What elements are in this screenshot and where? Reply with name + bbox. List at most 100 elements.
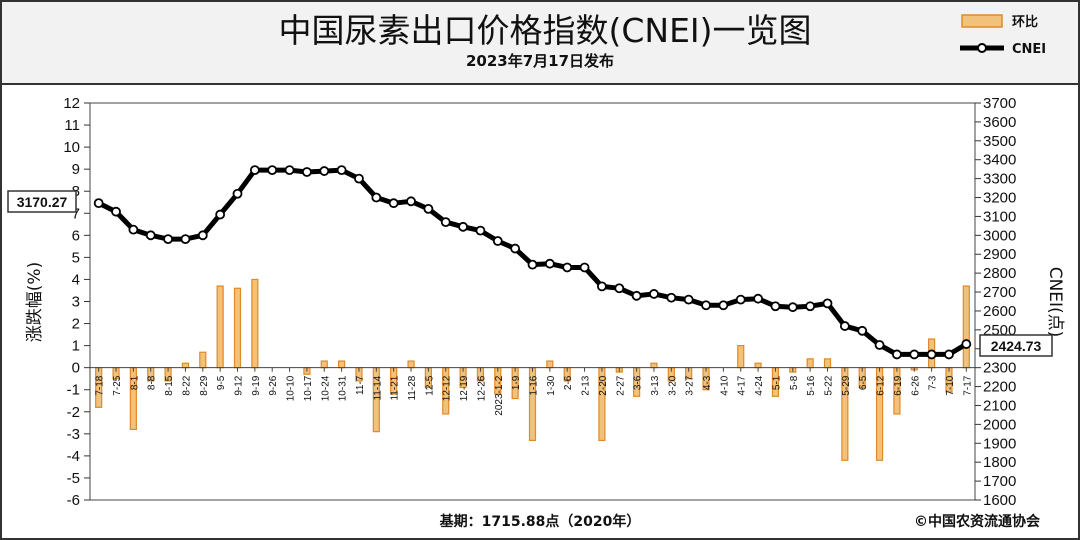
y-left-tick-label: 9 (72, 161, 80, 178)
bar (320, 360, 328, 369)
y-right-tick-label: 3400 (983, 152, 1016, 169)
legend-line-label: CNEI (1012, 42, 1046, 57)
x-tick-label: 6-12 (876, 375, 887, 395)
x-tick-label: 2023-1-2 (494, 375, 505, 415)
x-tick-label: 8-1 (129, 375, 140, 390)
end-value-callout: 2424.73 (979, 334, 1053, 357)
cnei-point (232, 188, 243, 199)
y-left-tick-label: 4 (72, 271, 80, 288)
cnei-point (649, 289, 659, 299)
x-tick-label: 2-6 (563, 375, 574, 390)
x-tick-label: 5-1 (771, 375, 782, 390)
bar (407, 360, 415, 369)
cnei-point (492, 236, 503, 246)
y-right-tick-label: 1800 (983, 454, 1016, 471)
y-left-tick-label: -6 (67, 492, 80, 509)
x-tick-label: 11-14 (372, 375, 383, 400)
cnei-point (839, 321, 850, 331)
cnei-point (527, 259, 538, 270)
cnei-point (701, 300, 711, 311)
y-left-tick-label: -5 (67, 470, 80, 487)
cnei-point (944, 349, 954, 360)
y-right-tick-label: 2100 (983, 397, 1016, 414)
cnei-point (631, 290, 642, 301)
cnei-point (562, 262, 573, 273)
cnei-point (892, 349, 902, 360)
bar (737, 345, 745, 369)
y-right-tick-label: 2300 (983, 360, 1016, 377)
x-tick-label: 5-22 (824, 375, 835, 395)
x-tick-label: 3-13 (650, 375, 661, 395)
bar (962, 285, 970, 369)
y-left-tick-label: -1 (67, 382, 80, 399)
cnei-point (926, 349, 937, 360)
x-tick-label: 7-18 (95, 375, 106, 395)
y-left-tick-label: 7 (72, 205, 80, 222)
cnei-point (128, 224, 139, 235)
bar (251, 278, 259, 369)
line-layer (93, 165, 972, 360)
legend-bar-swatch (961, 14, 1003, 28)
x-tick-label: 8-29 (199, 375, 210, 395)
cnei-point (683, 294, 694, 305)
y-left-tick-label: 12 (63, 95, 80, 112)
cnei-point (475, 225, 486, 236)
x-tick-label: 6-26 (910, 375, 921, 395)
y-left-tick-label: 6 (72, 227, 80, 244)
y-left-tick-label: 10 (63, 139, 80, 156)
x-tick-label: 12-5 (424, 375, 435, 395)
y-left-tick-label: 11 (64, 117, 80, 134)
cnei-point (145, 230, 156, 241)
chart-title: 中国尿素出口价格指数(CNEI)一览图 (278, 11, 811, 50)
cnei-point (249, 165, 260, 176)
y-left-tick-label: 5 (72, 249, 80, 266)
y-right-tick-label: 1700 (983, 473, 1016, 490)
x-tick-label: 2-27 (615, 375, 626, 395)
base-period-note: 基期：1715.88点（2020年） (440, 513, 641, 530)
legend-bar-label: 环比 (1012, 14, 1038, 30)
x-tick-label: 7-25 (112, 375, 123, 395)
x-tick-label: 4-10 (719, 375, 730, 395)
cnei-point (406, 196, 416, 207)
cnei-point (388, 198, 399, 209)
cnei-point (666, 292, 677, 303)
cnei-point (440, 217, 451, 228)
x-tick-label: 3-20 (667, 375, 678, 395)
y-right-tick-label: 3500 (983, 133, 1016, 150)
bar (546, 360, 554, 369)
bar (806, 358, 814, 369)
x-tick-label: 12-19 (459, 375, 470, 401)
cnei-point (909, 349, 920, 360)
cnei-point (423, 203, 434, 214)
cnei-point (510, 243, 521, 254)
cnei-point (354, 173, 364, 184)
y-right-tick-label: 3200 (983, 190, 1016, 207)
y-left-tick-label: -2 (67, 404, 80, 421)
cnei-point (614, 283, 625, 294)
y-left-tick-label: 2 (72, 316, 80, 333)
cnei-point (857, 325, 868, 336)
bar (754, 362, 762, 369)
start-value-callout: 3170.27 (7, 190, 77, 213)
x-tick-label: 9-12 (234, 375, 245, 395)
bar (216, 285, 224, 369)
x-tick-label: 12-26 (476, 375, 487, 401)
cnei-point (822, 298, 833, 309)
y-right-axis-label: CNEI(点) (1045, 267, 1065, 338)
legend-line-marker (977, 43, 987, 53)
x-tick-label: 4-24 (754, 375, 765, 395)
x-tick-label: 8-22 (181, 375, 192, 395)
y-right-tick-label: 1600 (983, 492, 1016, 509)
x-tick-label: 10-31 (338, 375, 349, 401)
y-right-tick-label: 3100 (983, 208, 1016, 225)
x-tick-label: 3-27 (685, 375, 696, 395)
x-tick-label: 1-30 (546, 375, 557, 395)
cnei-point (718, 300, 729, 311)
cnei-point (753, 293, 763, 304)
y-left-tick-label: 0 (72, 360, 80, 377)
cnei-point (544, 258, 555, 269)
cnei-point (371, 192, 382, 203)
x-tick-label: 11-21 (390, 375, 401, 400)
y-right-tick-label: 3700 (983, 95, 1016, 112)
